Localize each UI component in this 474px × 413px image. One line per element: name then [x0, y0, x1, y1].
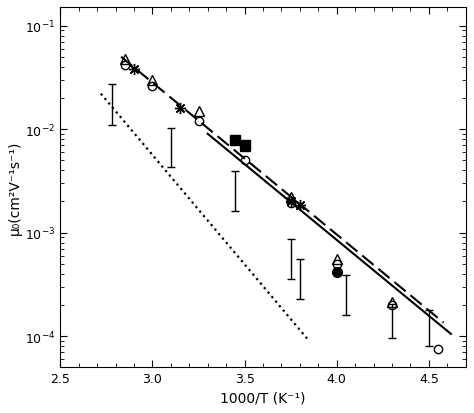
Y-axis label: μ₀(cm²V⁻¹s⁻¹): μ₀(cm²V⁻¹s⁻¹): [9, 141, 22, 235]
X-axis label: 1000/T (K⁻¹): 1000/T (K⁻¹): [220, 391, 306, 405]
